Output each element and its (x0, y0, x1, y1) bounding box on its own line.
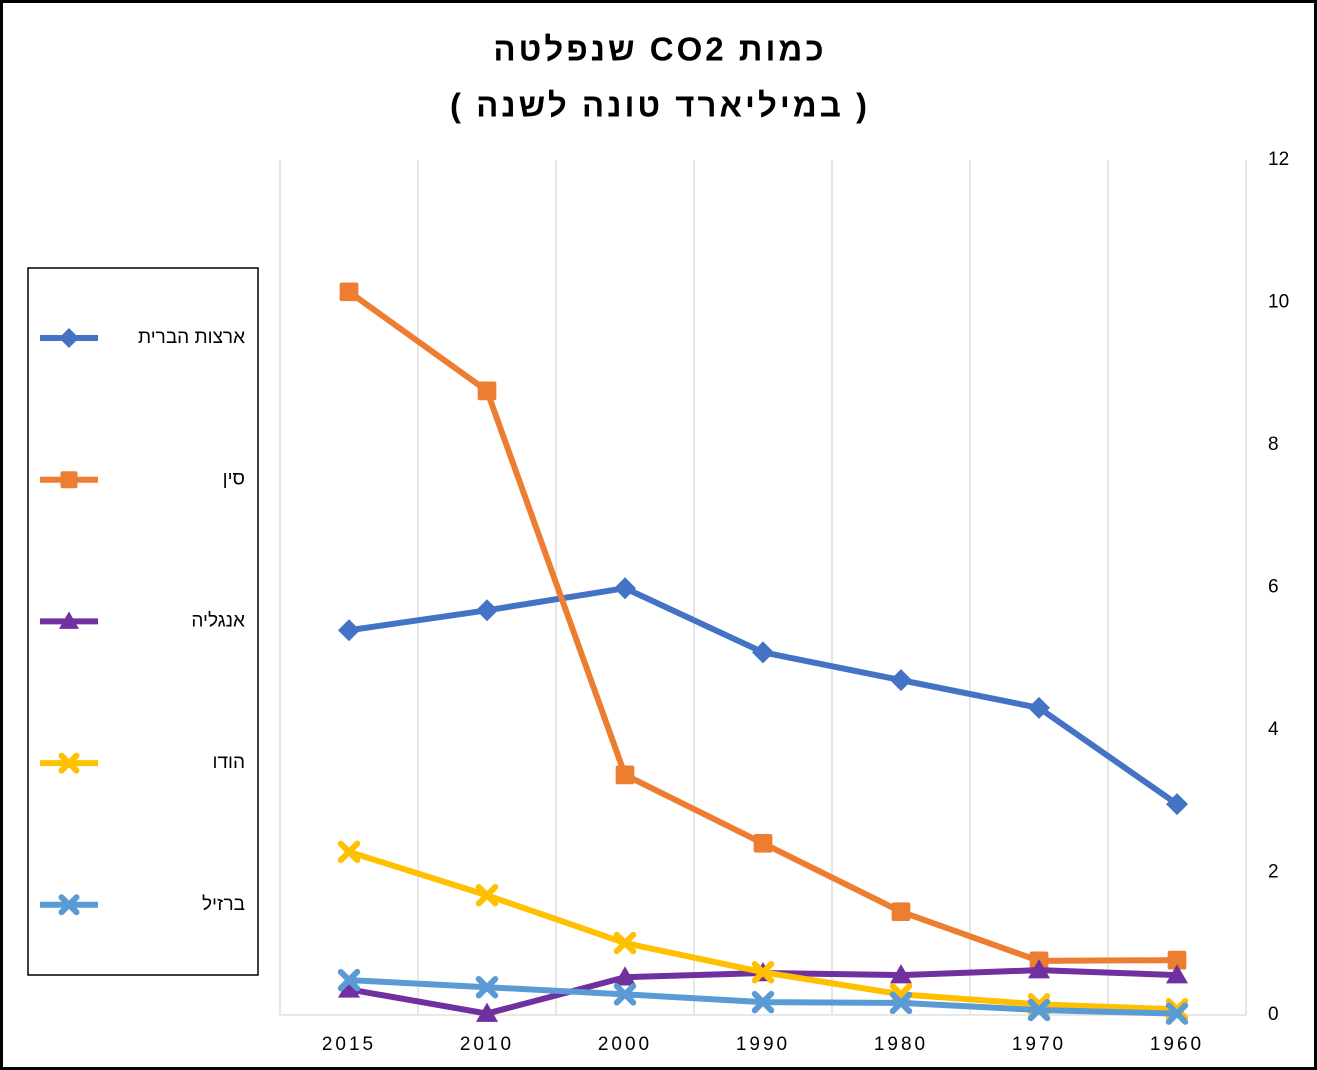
y-tick-label: 10 (1268, 292, 1289, 313)
marker-shape (475, 975, 499, 999)
x-tick-label: 2010 (460, 1034, 514, 1055)
marker-shape (476, 1002, 498, 1022)
marker (751, 990, 775, 1014)
marker-shape (1165, 1002, 1189, 1025)
marker (1165, 1002, 1189, 1025)
marker-shape (613, 983, 637, 1006)
marker (614, 577, 636, 600)
marker (1167, 950, 1187, 970)
y-tick-label: 2 (1268, 862, 1279, 883)
x-tick-label: 1970 (1012, 1034, 1066, 1055)
marker (615, 765, 635, 785)
marker (890, 964, 912, 984)
marker-shape (337, 968, 361, 992)
marker (477, 381, 497, 401)
marker-shape (1028, 959, 1050, 979)
marker-shape (614, 966, 636, 986)
marker (1027, 998, 1051, 1022)
marker-shape (59, 611, 79, 629)
marker (338, 978, 360, 998)
marker (1166, 793, 1188, 816)
marker (476, 599, 498, 622)
y-tick-label: 12 (1268, 149, 1289, 170)
marker (338, 619, 360, 642)
marker-shape (751, 990, 775, 1014)
y-tick-label: 8 (1268, 434, 1279, 455)
marker-shape (613, 931, 637, 955)
marker-shape (890, 669, 912, 692)
marker (613, 931, 637, 955)
marker (475, 975, 499, 999)
marker (753, 833, 773, 853)
legend-label: סין (223, 469, 245, 490)
chart-title: כמות CO2 שנפלטה (493, 31, 826, 68)
marker-shape (1166, 964, 1188, 984)
marker (337, 840, 361, 864)
marker-shape (339, 282, 359, 302)
marker (58, 894, 80, 916)
x-tick-label: 1990 (736, 1034, 790, 1055)
y-tick-label: 0 (1268, 1004, 1279, 1025)
marker (59, 611, 79, 629)
marker (751, 961, 775, 984)
marker-shape (338, 619, 360, 642)
marker-shape (614, 577, 636, 600)
marker (891, 902, 911, 922)
x-tick-label: 2000 (598, 1034, 652, 1055)
marker-shape (337, 840, 361, 864)
marker (60, 471, 78, 489)
marker-shape (477, 381, 497, 401)
marker (889, 991, 913, 1015)
marker-shape (1028, 696, 1050, 719)
marker (890, 669, 912, 692)
marker (337, 968, 361, 992)
x-tick-label: 2015 (322, 1034, 376, 1055)
marker (614, 966, 636, 986)
x-tick-label: 1960 (1150, 1034, 1204, 1055)
marker (476, 1002, 498, 1022)
marker (475, 884, 499, 907)
marker (339, 282, 359, 302)
marker-shape (753, 833, 773, 853)
marker-shape (890, 964, 912, 984)
marker (1166, 964, 1188, 984)
marker-shape (1166, 793, 1188, 816)
marker (752, 641, 774, 664)
marker (1028, 696, 1050, 719)
legend-label: הודו (213, 752, 245, 773)
marker-shape (889, 991, 913, 1015)
legend-label: ארצות הברית (138, 327, 245, 348)
marker-shape (58, 894, 80, 916)
marker-shape (476, 599, 498, 622)
y-tick-label: 4 (1268, 719, 1279, 740)
legend-label: אנגליה (191, 610, 245, 631)
legend-label: ברזיל (202, 894, 245, 915)
marker-shape (60, 471, 78, 489)
marker (1028, 959, 1050, 979)
marker-shape (751, 961, 775, 984)
marker-shape (58, 752, 80, 774)
marker-shape (1027, 998, 1051, 1022)
marker (613, 983, 637, 1006)
marker-shape (891, 902, 911, 922)
chart-subtitle: ( במיליארד טונה לשנה ) (450, 87, 870, 124)
marker-shape (59, 328, 79, 348)
marker (59, 328, 79, 348)
x-tick-label: 1980 (874, 1034, 928, 1055)
marker-shape (615, 765, 635, 785)
marker-shape (752, 641, 774, 664)
y-tick-label: 6 (1268, 577, 1279, 598)
marker (58, 752, 80, 774)
marker-shape (475, 884, 499, 907)
marker-shape (1167, 950, 1187, 970)
marker-shape (338, 978, 360, 998)
